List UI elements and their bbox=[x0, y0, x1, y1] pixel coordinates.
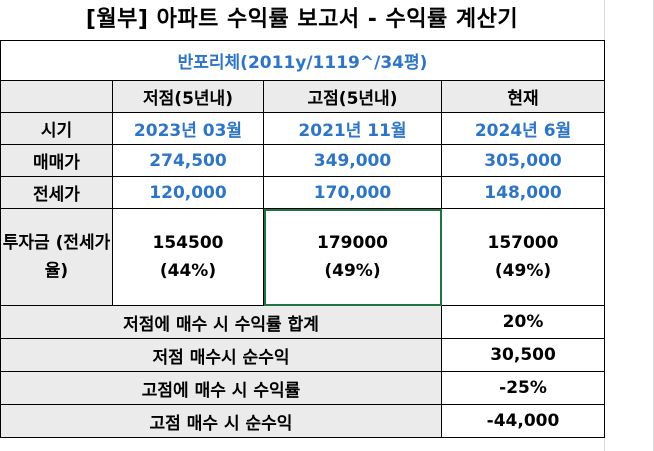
period-low-cell[interactable]: 2023년 03월 bbox=[112, 112, 264, 145]
investment-current-cell[interactable]: 157000 (49%) bbox=[440, 208, 606, 306]
header-empty-cell[interactable] bbox=[0, 80, 113, 113]
summary-value-low-profit[interactable]: 30,500 bbox=[440, 338, 606, 372]
summary-label-low-profit[interactable]: 저점 매수시 순수익 bbox=[0, 338, 442, 372]
investment-high-cell[interactable]: 179000 (49%) bbox=[263, 208, 442, 306]
investment-high-ratio: (49%) bbox=[324, 261, 381, 281]
jeonse-price-high-cell[interactable]: 170,000 bbox=[263, 176, 442, 209]
summary-value-high-profit[interactable]: -44,000 bbox=[440, 404, 606, 438]
sale-price-high-cell[interactable]: 349,000 bbox=[263, 144, 442, 177]
summary-label-low-return[interactable]: 저점에 매수 시 수익률 합계 bbox=[0, 305, 442, 339]
summary-value-high-return[interactable]: -25% bbox=[440, 371, 606, 405]
header-low-point[interactable]: 저점(5년내) bbox=[112, 80, 264, 113]
report-title[interactable]: [월부] 아파트 수익률 보고서 - 수익률 계산기 bbox=[85, 7, 519, 32]
investment-current-ratio: (49%) bbox=[494, 261, 552, 281]
investment-low-cell[interactable]: 154500 (44%) bbox=[112, 208, 264, 306]
sale-price-low-cell[interactable]: 274,500 bbox=[112, 144, 264, 177]
jeonse-price-low-cell[interactable]: 120,000 bbox=[112, 176, 264, 209]
summary-label-high-profit[interactable]: 고점 매수 시 순수익 bbox=[0, 404, 442, 438]
report-table: 반포리체(2011y/1119^/34평) 저점(5년내) 고점(5년내) 현재… bbox=[0, 40, 606, 438]
row-label-jeonse-price[interactable]: 전세가 bbox=[0, 176, 113, 209]
row-label-sale-price[interactable]: 매매가 bbox=[0, 144, 113, 177]
investment-low-ratio: (44%) bbox=[159, 261, 217, 281]
header-high-point[interactable]: 고점(5년내) bbox=[263, 80, 442, 113]
period-high-cell[interactable]: 2021년 11월 bbox=[263, 112, 442, 145]
investment-low-amount: 154500 bbox=[152, 233, 224, 253]
row-label-period[interactable]: 시기 bbox=[0, 112, 113, 145]
sale-price-current-cell[interactable]: 305,000 bbox=[440, 144, 606, 177]
header-current[interactable]: 현재 bbox=[440, 80, 606, 113]
summary-value-low-return[interactable]: 20% bbox=[440, 305, 606, 339]
period-current-cell[interactable]: 2024년 6월 bbox=[440, 112, 606, 145]
jeonse-price-current-cell[interactable]: 148,000 bbox=[440, 176, 606, 209]
summary-label-high-return[interactable]: 고점에 매수 시 수익률 bbox=[0, 371, 442, 405]
row-label-investment[interactable]: 투자금 (전세가 율) bbox=[0, 208, 113, 306]
apartment-subtitle-cell[interactable]: 반포리체(2011y/1119^/34평) bbox=[0, 40, 606, 81]
investment-high-amount: 179000 bbox=[317, 233, 388, 253]
investment-current-amount: 157000 bbox=[487, 233, 559, 253]
